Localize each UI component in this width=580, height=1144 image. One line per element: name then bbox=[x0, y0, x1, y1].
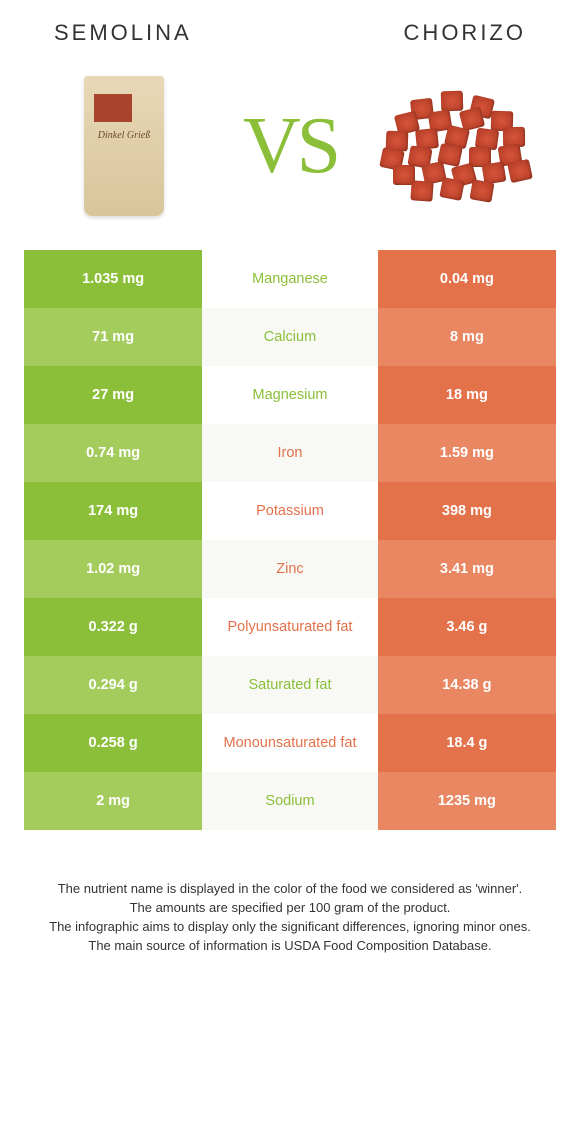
nutrient-name: Monounsaturated fat bbox=[202, 714, 378, 772]
table-row: 1.02 mgZinc3.41 mg bbox=[24, 540, 556, 598]
infographic-container: SEMOLINA CHORIZO Dinkel Grieß VS 1.035 m… bbox=[0, 0, 580, 975]
right-value: 398 mg bbox=[378, 482, 556, 540]
title-left: SEMOLINA bbox=[54, 20, 192, 46]
nutrient-name: Magnesium bbox=[202, 366, 378, 424]
table-row: 0.258 gMonounsaturated fat18.4 g bbox=[24, 714, 556, 772]
right-value: 18 mg bbox=[378, 366, 556, 424]
right-value: 1235 mg bbox=[378, 772, 556, 830]
right-value: 3.46 g bbox=[378, 598, 556, 656]
footnote-line: The infographic aims to display only the… bbox=[30, 918, 550, 937]
table-row: 71 mgCalcium8 mg bbox=[24, 308, 556, 366]
table-row: 0.322 gPolyunsaturated fat3.46 g bbox=[24, 598, 556, 656]
left-value: 2 mg bbox=[24, 772, 202, 830]
footnote-line: The main source of information is USDA F… bbox=[30, 937, 550, 956]
right-value: 8 mg bbox=[378, 308, 556, 366]
table-row: 2 mgSodium1235 mg bbox=[24, 772, 556, 830]
bag-icon: Dinkel Grieß bbox=[84, 76, 164, 216]
left-value: 174 mg bbox=[24, 482, 202, 540]
vs-label: VS bbox=[243, 101, 337, 192]
semolina-image: Dinkel Grieß bbox=[44, 66, 204, 226]
footnotes: The nutrient name is displayed in the co… bbox=[24, 880, 556, 955]
images-row: Dinkel Grieß VS bbox=[24, 66, 556, 226]
table-row: 0.294 gSaturated fat14.38 g bbox=[24, 656, 556, 714]
footnote-line: The amounts are specified per 100 gram o… bbox=[30, 899, 550, 918]
header-titles: SEMOLINA CHORIZO bbox=[24, 20, 556, 46]
left-value: 0.258 g bbox=[24, 714, 202, 772]
table-row: 0.74 mgIron1.59 mg bbox=[24, 424, 556, 482]
left-value: 27 mg bbox=[24, 366, 202, 424]
right-value: 14.38 g bbox=[378, 656, 556, 714]
nutrient-name: Potassium bbox=[202, 482, 378, 540]
right-value: 0.04 mg bbox=[378, 250, 556, 308]
table-row: 174 mgPotassium398 mg bbox=[24, 482, 556, 540]
right-value: 1.59 mg bbox=[378, 424, 556, 482]
nutrient-name: Polyunsaturated fat bbox=[202, 598, 378, 656]
chorizo-pile-icon bbox=[381, 91, 531, 201]
table-row: 1.035 mgManganese0.04 mg bbox=[24, 250, 556, 308]
left-value: 0.322 g bbox=[24, 598, 202, 656]
chorizo-image bbox=[376, 66, 536, 226]
nutrient-name: Zinc bbox=[202, 540, 378, 598]
left-value: 0.74 mg bbox=[24, 424, 202, 482]
right-value: 18.4 g bbox=[378, 714, 556, 772]
title-right: CHORIZO bbox=[404, 20, 526, 46]
left-value: 1.035 mg bbox=[24, 250, 202, 308]
nutrient-name: Sodium bbox=[202, 772, 378, 830]
nutrient-name: Iron bbox=[202, 424, 378, 482]
nutrient-name: Calcium bbox=[202, 308, 378, 366]
nutrient-name: Manganese bbox=[202, 250, 378, 308]
left-value: 0.294 g bbox=[24, 656, 202, 714]
bag-label: Dinkel Grieß bbox=[84, 130, 164, 141]
left-value: 71 mg bbox=[24, 308, 202, 366]
right-value: 3.41 mg bbox=[378, 540, 556, 598]
footnote-line: The nutrient name is displayed in the co… bbox=[30, 880, 550, 899]
left-value: 1.02 mg bbox=[24, 540, 202, 598]
table-row: 27 mgMagnesium18 mg bbox=[24, 366, 556, 424]
comparison-table: 1.035 mgManganese0.04 mg71 mgCalcium8 mg… bbox=[24, 250, 556, 830]
nutrient-name: Saturated fat bbox=[202, 656, 378, 714]
